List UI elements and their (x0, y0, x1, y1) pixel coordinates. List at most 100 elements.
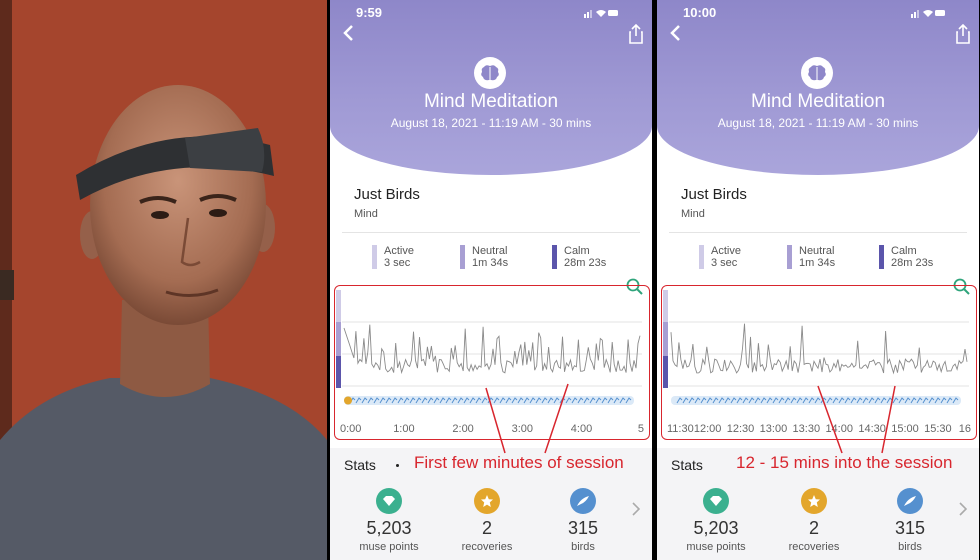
person-with-headband-illustration (0, 0, 327, 560)
legend-value: 3 sec (384, 257, 411, 269)
bird-marker (868, 397, 875, 404)
bird-marker (589, 397, 596, 404)
stat-label: recoveries (461, 541, 513, 553)
chevron-right-icon[interactable] (632, 502, 640, 516)
legend-swatch (460, 245, 465, 269)
legend-value: 1m 34s (799, 257, 836, 269)
stats-dot (396, 464, 399, 467)
bird-marker (856, 397, 863, 404)
track-type: Mind (354, 208, 378, 220)
phone-panel-2: 10:00 Mind Meditation August 18, 2021 - … (657, 0, 979, 560)
bird-marker (874, 397, 881, 404)
bird-marker (718, 397, 725, 404)
stat-recoveries: 2 recoveries (769, 488, 859, 553)
annotation-text: 12 - 15 mins into the session (736, 453, 953, 472)
bird-marker (451, 397, 458, 404)
annotation-highlight-box (661, 285, 977, 440)
bird-marker (583, 397, 590, 404)
bird-marker (940, 397, 947, 404)
annotation-text: First few minutes of session (414, 453, 624, 472)
divider (669, 232, 967, 233)
legend-label: Calm (564, 245, 590, 257)
phone-panel-1: 9:59 Mind Meditation August 18, 2021 - 1… (330, 0, 652, 560)
bird-marker (415, 397, 422, 404)
bird-marker (367, 397, 374, 404)
chevron-right-icon[interactable] (959, 502, 967, 516)
bird-marker (595, 397, 602, 404)
x-tick-label: 13:00 (760, 423, 788, 435)
bird-marker (379, 397, 386, 404)
bird-marker (523, 397, 530, 404)
star-icon (801, 488, 827, 514)
x-tick-label: 13:30 (793, 423, 821, 435)
chevron-left-icon[interactable] (669, 24, 681, 42)
bird-marker (760, 397, 767, 404)
legend-label: Calm (891, 245, 917, 257)
bird-marker (463, 397, 470, 404)
bird-marker (730, 397, 737, 404)
bird-marker (607, 397, 614, 404)
x-tick-label: 14:30 (858, 423, 886, 435)
stat-muse-points: 5,203 muse points (671, 488, 761, 553)
bird-marker (910, 397, 917, 404)
x-tick-label: 12:00 (694, 423, 722, 435)
bird-marker (577, 397, 584, 404)
x-tick-label: 1:00 (393, 423, 414, 435)
track-title: Just Birds (354, 186, 420, 203)
state-band-active (663, 290, 668, 322)
bird-marker (469, 397, 476, 404)
bird-marker (778, 397, 785, 404)
x-tick-label: 5 (638, 423, 644, 435)
activity-trace (670, 323, 968, 375)
x-tick-label: 15:00 (891, 423, 919, 435)
x-tick-label: 11:30 (667, 423, 694, 435)
track-title: Just Birds (681, 186, 747, 203)
brain-activity-chart[interactable]: 0:00 1:00 2:00 3:00 4:00 5 (336, 288, 648, 438)
x-tick-label: 15:30 (924, 423, 952, 435)
bird-marker (742, 397, 749, 404)
recovery-marker (344, 396, 352, 405)
bird-icon (897, 488, 923, 514)
bird-marker (922, 397, 929, 404)
legend-value: 1m 34s (472, 257, 509, 269)
stat-value: 5,203 (366, 518, 412, 538)
share-icon[interactable] (955, 24, 971, 44)
bird-marker (934, 397, 941, 404)
x-tick-label: 3:00 (512, 423, 533, 435)
status-bar-icons (911, 10, 945, 18)
bird-marker (928, 397, 935, 404)
legend-swatch (879, 245, 884, 269)
session-title: Mind Meditation (750, 91, 886, 112)
legend-label: Active (384, 245, 414, 257)
brain-icon (474, 57, 506, 89)
share-icon[interactable] (628, 24, 644, 44)
brain-icon (801, 57, 833, 89)
bird-marker (535, 397, 542, 404)
chevron-left-icon[interactable] (342, 24, 354, 42)
bird-marker (445, 397, 452, 404)
bird-marker (613, 397, 620, 404)
state-band-neutral (336, 322, 341, 356)
activity-trace (343, 324, 641, 375)
legend-value: 28m 23s (564, 257, 607, 269)
bird-marker (898, 397, 905, 404)
bird-marker (517, 397, 524, 404)
bird-marker (904, 397, 911, 404)
bird-marker (403, 397, 410, 404)
bird-marker (808, 397, 815, 404)
bird-marker (706, 397, 713, 404)
legend-calm: Calm 28m 23s (879, 245, 969, 269)
bird-marker (385, 397, 392, 404)
divider (342, 232, 640, 233)
star-icon (474, 488, 500, 514)
bird-marker (433, 397, 440, 404)
bird-marker (439, 397, 446, 404)
status-time: 9:59 (356, 5, 383, 20)
legend-label: Neutral (799, 245, 835, 257)
stat-value: 315 (894, 518, 926, 538)
stat-label: muse points (359, 541, 419, 553)
bird-marker (625, 397, 632, 404)
stats-heading: Stats (671, 457, 703, 473)
legend-active: Active 3 sec (699, 245, 787, 269)
state-band-calm (336, 356, 341, 388)
